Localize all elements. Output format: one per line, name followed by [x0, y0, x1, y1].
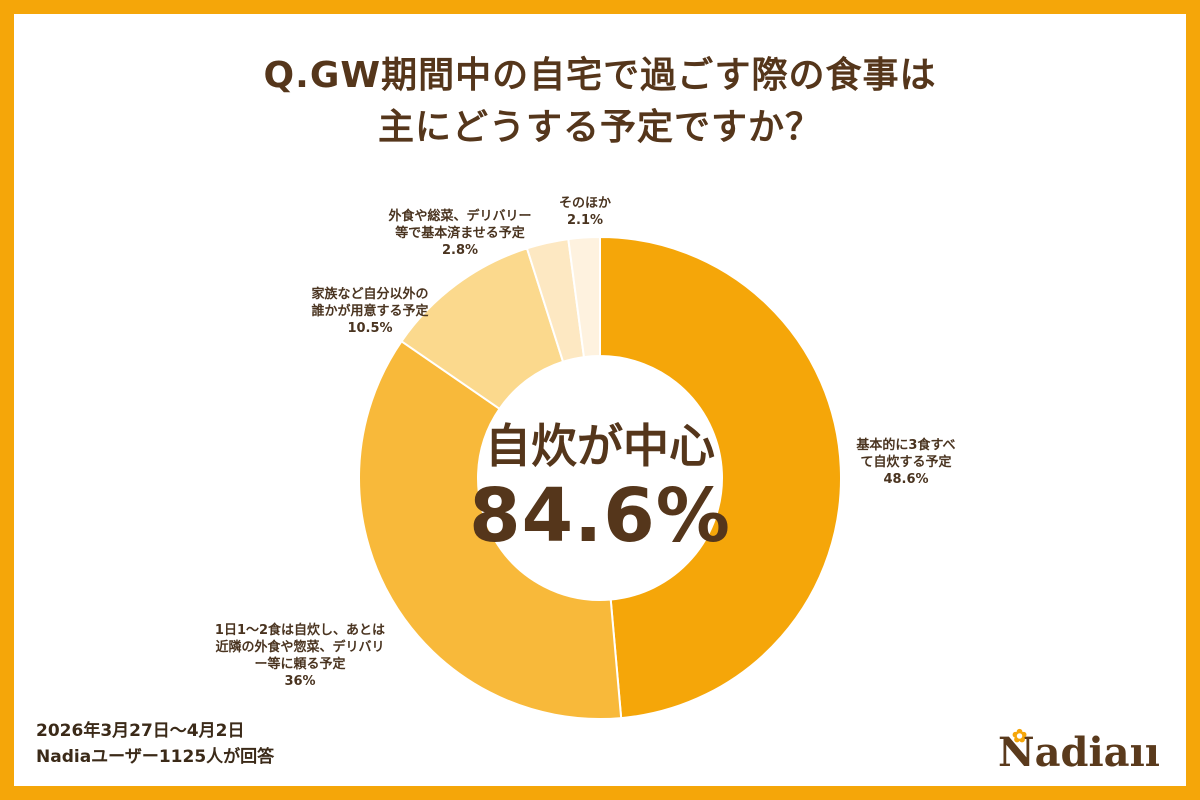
center-value: 84.6% [469, 473, 731, 559]
slice-label-1: 基本的に3食すべ て自炊する予定 48.6% [856, 438, 956, 487]
survey-date: 2026年3月27日〜4月2日 [36, 721, 245, 741]
donut-slice-5 [567, 235, 601, 359]
flower-icon: ✿ [1012, 726, 1028, 747]
donut-slice-2 [358, 339, 623, 720]
survey-info: 2026年3月27日〜4月2日 Nadiaユーザー1125人が回答 [36, 718, 274, 770]
slice-label-4: 外食や総菜、デリバリー 等で基本済ませる予定 2.8% [388, 209, 532, 258]
title-line-2: 主にどうする予定ですか？ [377, 107, 822, 148]
chart-title: Q.GW期間中の自宅で過ごす際の食事は 主にどうする予定ですか？ [0, 50, 1200, 154]
donut-slice-1 [599, 235, 842, 720]
survey-respondents: Nadiaユーザー1125人が回答 [36, 747, 275, 767]
utensils-icon: ıı [1129, 729, 1160, 776]
slice-label-5: そのほか 2.1% [558, 196, 611, 228]
slice-label-3: 家族など自分以外の 誰かが用意する予定 10.5% [311, 287, 429, 336]
nadia-logo: ✿ Nadiaıı [998, 726, 1160, 778]
center-summary: 自炊が中心 84.6% [440, 418, 760, 558]
slice-label-2: 1日1〜2食は自炊し、あとは 近隣の外食や惣菜、デリバリ ー等に頼る予定 36% [214, 623, 386, 689]
logo-text: Nadia [998, 729, 1130, 776]
title-line-1: Q.GW期間中の自宅で過ごす際の食事は [263, 55, 937, 96]
center-label: 自炊が中心 [485, 419, 715, 473]
